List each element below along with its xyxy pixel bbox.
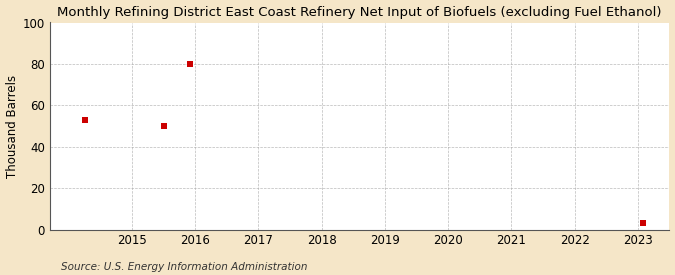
Point xyxy=(185,62,196,66)
Point xyxy=(637,221,648,226)
Y-axis label: Thousand Barrels: Thousand Barrels xyxy=(5,75,18,178)
Title: Monthly Refining District East Coast Refinery Net Input of Biofuels (excluding F: Monthly Refining District East Coast Ref… xyxy=(57,6,662,18)
Point xyxy=(79,118,90,122)
Text: Source: U.S. Energy Information Administration: Source: U.S. Energy Information Administ… xyxy=(61,262,307,272)
Point xyxy=(158,124,169,128)
